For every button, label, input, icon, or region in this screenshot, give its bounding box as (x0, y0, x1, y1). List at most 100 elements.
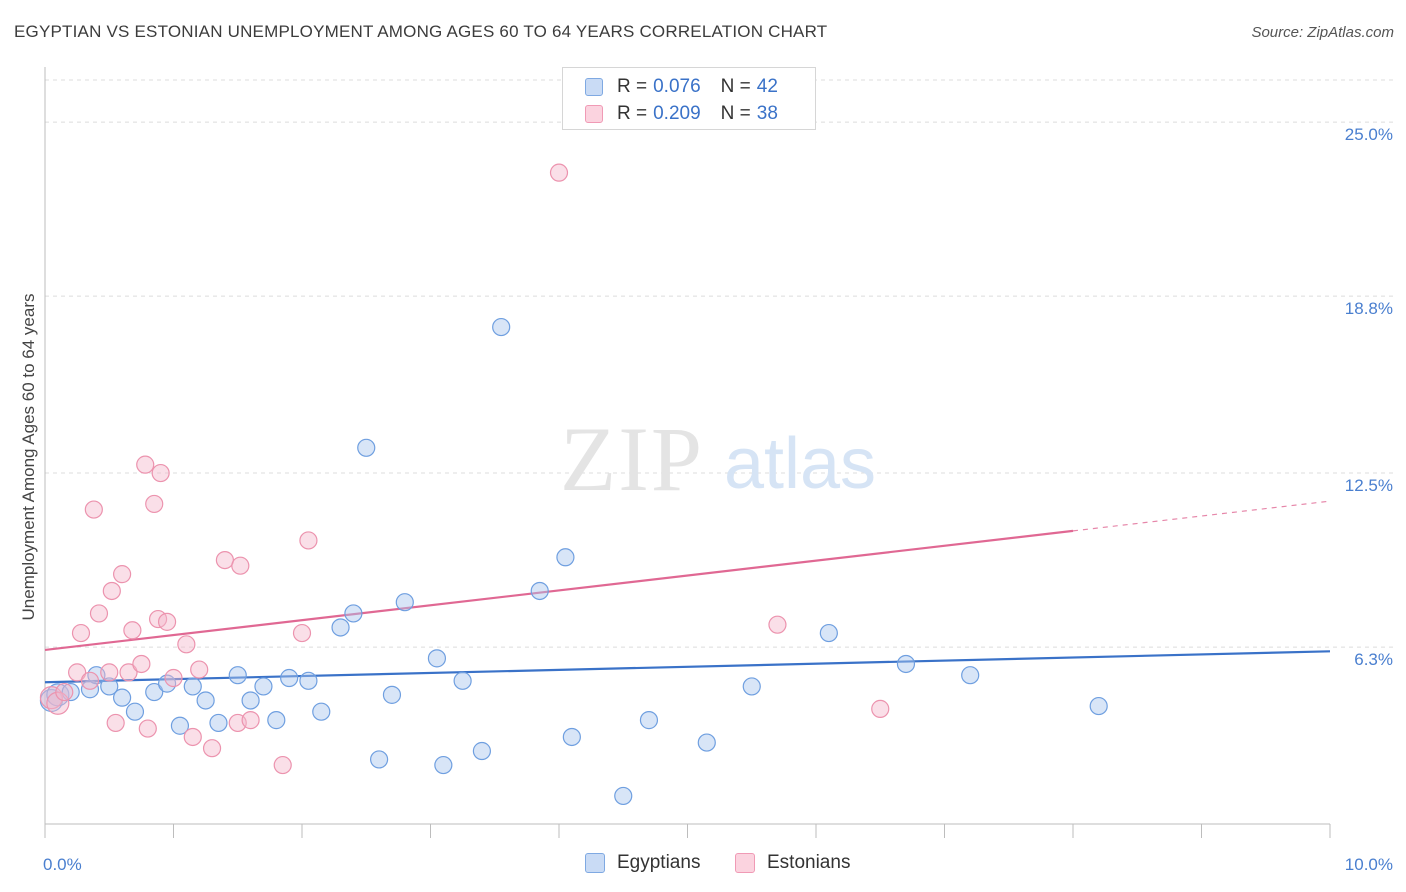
point-estonians (177, 635, 196, 654)
point-estonians (55, 682, 74, 702)
point-estonians (145, 494, 164, 514)
n-label: N = (720, 76, 751, 97)
trend-line-egyptians (44, 650, 1331, 684)
point-estonians (157, 612, 177, 631)
point-estonians (112, 565, 132, 584)
estonians-swatch (585, 105, 603, 123)
point-estonians (84, 500, 103, 519)
point-estonians (106, 713, 125, 733)
point-egyptians (492, 317, 511, 337)
n-label: N = (720, 103, 751, 124)
y-tick-label: 25.0% (1345, 125, 1393, 144)
point-estonians (71, 623, 91, 643)
point-egyptians (254, 677, 273, 696)
point-egyptians (639, 711, 659, 730)
point-egyptians (472, 741, 491, 761)
tick-labels: 6.3% 12.5% 18.8% 25.0% 0.0% 10.0% (43, 125, 1393, 874)
point-egyptians (562, 727, 581, 747)
point-egyptians (267, 711, 286, 730)
x-tick-label: 0.0% (43, 855, 82, 874)
point-egyptians (697, 733, 716, 752)
axes (44, 67, 1331, 838)
point-estonians (273, 755, 292, 775)
point-egyptians (112, 688, 132, 707)
point-egyptians (183, 677, 202, 696)
point-estonians (132, 654, 151, 674)
r-value: 0.209 (653, 103, 701, 124)
n-value: 42 (756, 76, 778, 97)
point-egyptians (427, 649, 447, 668)
series-legend: Egyptians Estonians (0, 852, 1406, 878)
point-egyptians (395, 593, 414, 612)
point-egyptians (742, 677, 761, 696)
legend-label-estonians: Estonians (767, 852, 851, 873)
point-egyptians (280, 668, 299, 688)
egyptians-legend-swatch (585, 853, 605, 873)
point-egyptians (614, 786, 633, 806)
stats-legend-row-estonians: R = 0.209 N = 38 (585, 101, 778, 127)
legend-item-egyptians[interactable]: Egyptians (585, 852, 700, 874)
watermark: ZIP atlas (560, 408, 876, 510)
point-estonians (292, 623, 312, 643)
estonians-legend-swatch (735, 853, 755, 873)
point-egyptians (344, 604, 363, 623)
x-tick-label: 10.0% (1345, 855, 1393, 874)
r-label: R = (617, 103, 648, 124)
point-egyptians (145, 682, 164, 702)
data-points (39, 163, 1108, 806)
y-tick-label: 18.8% (1345, 299, 1393, 318)
point-egyptians (453, 671, 472, 690)
point-egyptians (357, 438, 376, 457)
point-egyptians (961, 666, 980, 685)
point-estonians (119, 663, 138, 682)
point-egyptians (312, 702, 331, 721)
point-egyptians (125, 702, 145, 721)
watermark-zip: ZIP (560, 408, 704, 510)
point-egyptians (556, 548, 575, 567)
point-estonians (138, 719, 157, 738)
point-estonians (68, 663, 87, 682)
point-estonians (202, 739, 222, 758)
point-estonians (183, 727, 202, 747)
source-label: Source: ZipAtlas.com (1251, 24, 1394, 41)
point-estonians (151, 463, 170, 483)
trend-line-estonians (44, 529, 1074, 652)
trend-lines (44, 500, 1331, 684)
point-egyptians (299, 671, 318, 690)
point-estonians (231, 556, 250, 575)
legend-item-estonians[interactable]: Estonians (735, 852, 850, 874)
chart-title: EGYPTIAN VS ESTONIAN UNEMPLOYMENT AMONG … (14, 22, 828, 41)
point-egyptians (196, 691, 215, 710)
stats-legend-row-egyptians: R = 0.076 N = 42 (585, 74, 778, 100)
point-estonians (46, 691, 70, 715)
point-estonians (80, 671, 100, 690)
point-egyptians (331, 618, 350, 637)
point-egyptians (370, 750, 389, 769)
stats-legend: R = 0.076 N = 42 R = 0.209 N = 38 (562, 67, 816, 130)
point-egyptians (896, 654, 916, 674)
point-egyptians (170, 716, 190, 735)
point-egyptians (228, 666, 247, 685)
point-estonians (123, 621, 142, 640)
point-estonians (299, 531, 318, 550)
point-estonians (89, 604, 109, 623)
point-estonians (768, 615, 787, 634)
r-value: 0.076 (653, 76, 701, 97)
point-estonians (102, 581, 121, 601)
point-estonians (136, 455, 155, 474)
point-egyptians (241, 691, 260, 710)
point-estonians (549, 163, 569, 182)
egyptians-swatch (585, 78, 603, 96)
point-estonians (164, 668, 183, 688)
point-egyptians (100, 677, 119, 696)
n-value: 38 (756, 103, 778, 124)
point-estonians (241, 711, 260, 730)
point-estonians (190, 660, 209, 679)
trend-line-extension-estonians (1072, 500, 1331, 532)
point-egyptians (1089, 696, 1108, 716)
point-egyptians (434, 755, 453, 775)
watermark-atlas: atlas (724, 424, 876, 504)
point-egyptians (209, 713, 228, 733)
point-estonians (871, 699, 890, 718)
